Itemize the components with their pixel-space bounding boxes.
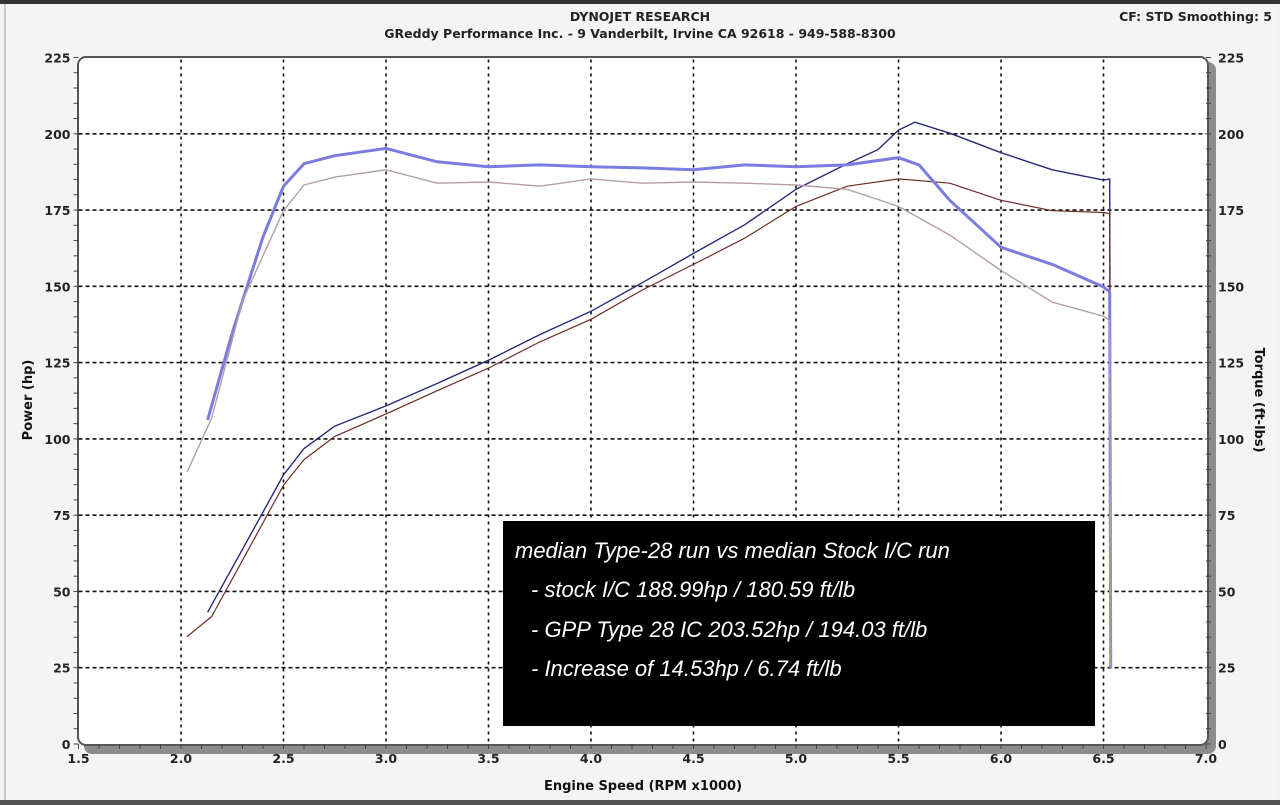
data-series: [186, 121, 1113, 668]
series-type28-power: [206, 121, 1112, 668]
y2-tick-label: 125: [1218, 356, 1244, 371]
bottom-border: [0, 800, 1280, 805]
axis-labels: 1.5 2.0 2.5 3.0 3.5 4.0 4.5 5.0 5.5 6.0 6.5 7.00 025…: [44, 51, 1244, 767]
y2-tick-label: 175: [1218, 203, 1244, 218]
y-tick-label: 200: [44, 127, 70, 142]
y-tick-label: 175: [44, 203, 70, 218]
x-tick-label: 3.5: [477, 751, 499, 766]
x-tick-label: 3.0: [375, 751, 397, 766]
x-tick-label: 5.5: [887, 751, 909, 766]
y2-tick-label: 0: [1218, 737, 1227, 752]
y2-tick-label: 200: [1218, 127, 1244, 142]
x-tick-label: 6.5: [1092, 751, 1114, 766]
y-tick-label: 125: [44, 356, 70, 371]
series-stock-power: [186, 178, 1112, 668]
y2-tick-label: 25: [1218, 661, 1235, 676]
series-stock-torque: [186, 169, 1112, 668]
y-tick-label: 150: [44, 279, 70, 294]
y2-tick-label: 75: [1218, 508, 1235, 523]
x-tick-label: 6.0: [990, 751, 1012, 766]
annotation-line-1: median Type-28 run vs median Stock I/C r…: [515, 538, 950, 563]
annotation-line-4: - Increase of 14.53hp / 6.74 ft/lb: [531, 656, 842, 681]
axis-ticks: [73, 57, 1211, 749]
x-tick-label: 2.0: [170, 751, 192, 766]
y-tick-label: 50: [53, 584, 71, 599]
y-tick-label: 75: [53, 508, 70, 523]
x-tick-label: 1.5: [67, 751, 89, 766]
y-axis-title: Power (hp): [21, 360, 36, 441]
y-tick-label: 0: [62, 737, 71, 752]
x-tick-label: 4.0: [580, 751, 602, 766]
x-tick-label: 4.5: [682, 751, 704, 766]
annotation-box: median Type-28 run vs median Stock I/C r…: [503, 521, 1095, 726]
series-type28-torque: [206, 146, 1113, 668]
settings-label: CF: STD Smoothing: 5: [1119, 9, 1272, 24]
y2-tick-label: 225: [1218, 51, 1244, 66]
y-tick-label: 25: [53, 661, 70, 676]
annotation-line-3: - GPP Type 28 IC 203.52hp / 194.03 ft/lb: [531, 617, 928, 642]
y-tick-label: 100: [44, 432, 70, 447]
annotation-line-2: - stock I/C 188.99hp / 180.59 ft/lb: [531, 577, 856, 602]
top-border: [0, 0, 1280, 4]
x-tick-label: 7.0: [1195, 751, 1217, 766]
chart-title: DYNOJET RESEARCH: [569, 9, 711, 24]
y2-axis-title: Torque (ft-lbs): [1251, 347, 1266, 452]
y2-tick-label: 150: [1218, 279, 1244, 294]
y2-tick-label: 100: [1218, 432, 1244, 447]
x-axis-title: Engine Speed (RPM x1000): [544, 779, 742, 794]
y2-tick-label: 50: [1218, 584, 1236, 599]
x-tick-label: 5.0: [785, 751, 807, 766]
y-tick-label: 225: [44, 51, 70, 66]
chart-subtitle: GReddy Performance Inc. - 9 Vanderbilt, …: [384, 26, 896, 41]
x-tick-label: 2.5: [272, 751, 294, 766]
